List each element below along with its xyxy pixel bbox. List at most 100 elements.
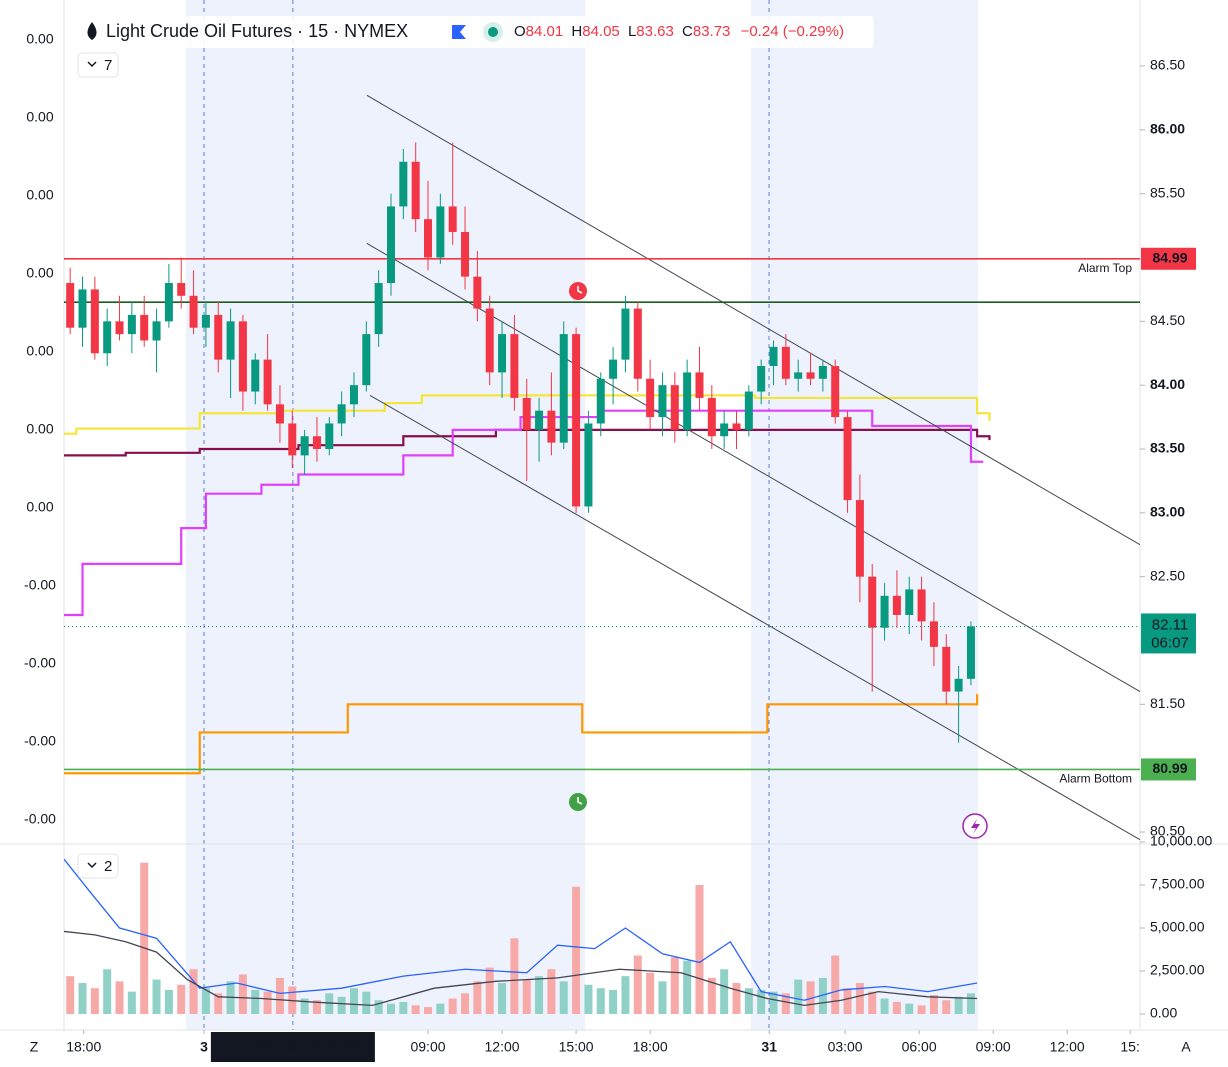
volume-bar (547, 969, 556, 1014)
l-value: 83.63 (636, 23, 674, 40)
candle-body (78, 289, 87, 328)
volume-bar (325, 993, 334, 1014)
volume-bar (349, 988, 358, 1014)
volume-bar (658, 981, 667, 1014)
c-label: C (682, 23, 693, 40)
x-tick-label: 09:00 (410, 1039, 445, 1055)
price-label: 80.99 (1152, 760, 1187, 776)
y-tick-label: 81.50 (1150, 695, 1185, 711)
indicators-toggle[interactable] (77, 52, 119, 78)
candle-body (251, 359, 260, 392)
volume-bar (843, 988, 852, 1014)
left-scale-label: 0.00 (26, 109, 53, 125)
candle-body (152, 321, 161, 341)
candle-body (201, 314, 210, 328)
volume-bar (609, 989, 618, 1014)
volume-tick-label: 7,500.00 (1150, 876, 1205, 892)
volume-ma-line (64, 930, 978, 1007)
indicator-line (64, 394, 991, 435)
x-tick-label: 15: (1120, 1039, 1139, 1055)
volume-bar (337, 996, 346, 1014)
volume-bar (312, 1000, 321, 1014)
indicators-count[interactable]: 7 (104, 57, 112, 74)
y-tick-label: 86.50 (1150, 57, 1185, 73)
y-tick-label: 83.50 (1150, 440, 1185, 456)
candle-body (942, 646, 951, 692)
candle-body (905, 589, 914, 615)
symbol-title[interactable]: Light Crude Oil Futures · 15 · NYMEX (106, 21, 408, 41)
y-tick-label: 83.00 (1150, 504, 1185, 520)
volume-bar (584, 984, 593, 1014)
volume-bar (90, 988, 99, 1014)
x-tick-label: 3 (200, 1039, 208, 1055)
volume-bar (695, 885, 704, 1014)
indicator-line (64, 694, 979, 775)
volume-bar (572, 886, 581, 1014)
candle-body (312, 436, 321, 449)
volume-bar (954, 996, 963, 1014)
volume-pane (64, 845, 978, 1030)
volume-bar (781, 993, 790, 1014)
x-tick-label: 09:00 (976, 1039, 1011, 1055)
o-value: 84.01 (526, 23, 564, 40)
change: −0.24 (−0.29%) (741, 23, 844, 40)
volume-bar (251, 989, 260, 1014)
candle-body (707, 397, 716, 437)
volume-indicators-count[interactable]: 2 (104, 858, 112, 875)
candle-body (448, 206, 457, 232)
candle-body (868, 576, 877, 628)
candle-body (609, 359, 618, 379)
volume-toggle[interactable] (77, 853, 119, 879)
candle-body (880, 595, 889, 628)
candle-body (572, 334, 581, 507)
candle-body (781, 346, 790, 379)
chevron (87, 862, 97, 869)
price-label-bg (1141, 758, 1196, 781)
y-tick-label: 80.50 (1150, 823, 1185, 839)
volume-bar (127, 991, 136, 1014)
volume-bar (559, 981, 568, 1014)
h-label: H (571, 23, 582, 40)
countdown-label: 06:07 (1151, 634, 1189, 651)
candle-body (473, 276, 482, 309)
axes: 80.50 81.50 82.50 83.00 83.50 84.00 84.50 85.50… (66, 57, 1212, 1062)
volume-bar (769, 991, 778, 1014)
volume-bar (498, 983, 507, 1014)
volume-bar (794, 979, 803, 1014)
left-scale-label: 0.00 (26, 265, 53, 281)
volume-bar (510, 938, 519, 1014)
volume-tick-label: 2,500.00 (1150, 962, 1205, 978)
volume-bar (942, 1000, 951, 1014)
auto-button[interactable]: A (1181, 1039, 1191, 1055)
volume-bar (905, 1003, 914, 1014)
volume-bar (115, 981, 124, 1014)
volume-bar (831, 955, 840, 1014)
legend-box (74, 16, 874, 48)
candle-body (547, 410, 556, 443)
volume-bar (424, 1007, 433, 1014)
zoom-button[interactable]: Z (30, 1039, 39, 1055)
volume-tick-label: 5,000.00 (1150, 919, 1205, 935)
candle-body (90, 289, 99, 354)
volume-bar (374, 1000, 383, 1014)
volume-bar (892, 1001, 901, 1014)
flag-icon[interactable] (452, 25, 466, 39)
ohlc-values: O84.01 H84.05 L83.63 C83.73 −0.24 (−0.29… (514, 23, 844, 40)
volume-bar (78, 983, 87, 1014)
candle-body (966, 626, 975, 679)
candle-body (127, 314, 136, 335)
left-scale-label: 0.00 (26, 499, 53, 515)
y-tick-label: 86.00 (1150, 121, 1185, 137)
x-tick-label: 03:00 (828, 1039, 863, 1055)
indicator-line (64, 428, 991, 457)
candle-body (386, 206, 395, 284)
candle-body (633, 308, 642, 379)
status-dot (488, 27, 498, 37)
crosshair-label: Thu 30 Jul '26 03:30 (225, 1039, 360, 1056)
alert-label: Alarm Top (1078, 261, 1132, 275)
candle-body (115, 321, 124, 335)
candle-body (436, 206, 445, 258)
l-label: L (628, 23, 636, 40)
session-shade (186, 0, 585, 1030)
candle-body (485, 308, 494, 373)
